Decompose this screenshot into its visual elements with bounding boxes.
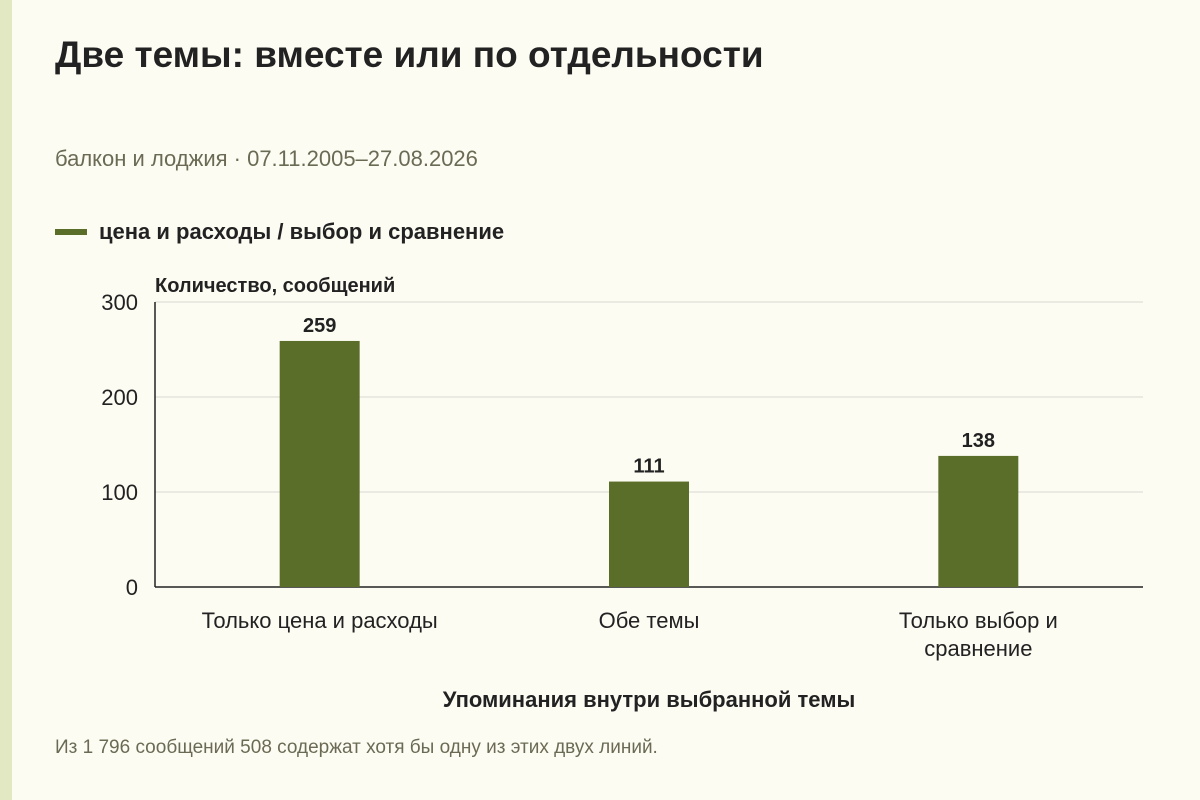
bar-value-label: 138 — [962, 430, 995, 452]
y-tick-label: 0 — [126, 575, 138, 600]
page-title: Две темы: вместе или по отдельности — [55, 34, 764, 75]
chart-footnote: Из 1 796 сообщений 508 содержат хотя бы … — [55, 737, 658, 758]
chart-legend: цена и расходы / выбор и сравнение — [55, 219, 504, 245]
chart-subtitle: балкон и лоджия · 07.11.2005–27.08.2026 — [55, 146, 478, 171]
legend-swatch — [55, 229, 87, 235]
x-tick-label: Обе темы — [599, 608, 700, 633]
legend-label: цена и расходы / выбор и сравнение — [99, 219, 505, 244]
y-tick-label: 100 — [101, 480, 138, 505]
bar — [938, 455, 1019, 587]
bar — [609, 481, 689, 587]
bar — [279, 340, 360, 587]
y-axis-title: Количество, сообщений — [155, 275, 395, 297]
x-tick-label: Только выбор и — [899, 608, 1058, 633]
bar-value-label: 111 — [633, 456, 664, 478]
bar-value-label: 259 — [303, 315, 336, 337]
y-tick-label: 200 — [101, 385, 138, 410]
x-tick-label: Только цена и расходы — [202, 608, 438, 633]
x-tick-label: сравнение — [924, 636, 1032, 661]
y-tick-label: 300 — [101, 290, 138, 315]
x-axis-title: Упоминания внутри выбранной темы — [443, 687, 856, 712]
left-accent-strip — [0, 0, 12, 800]
